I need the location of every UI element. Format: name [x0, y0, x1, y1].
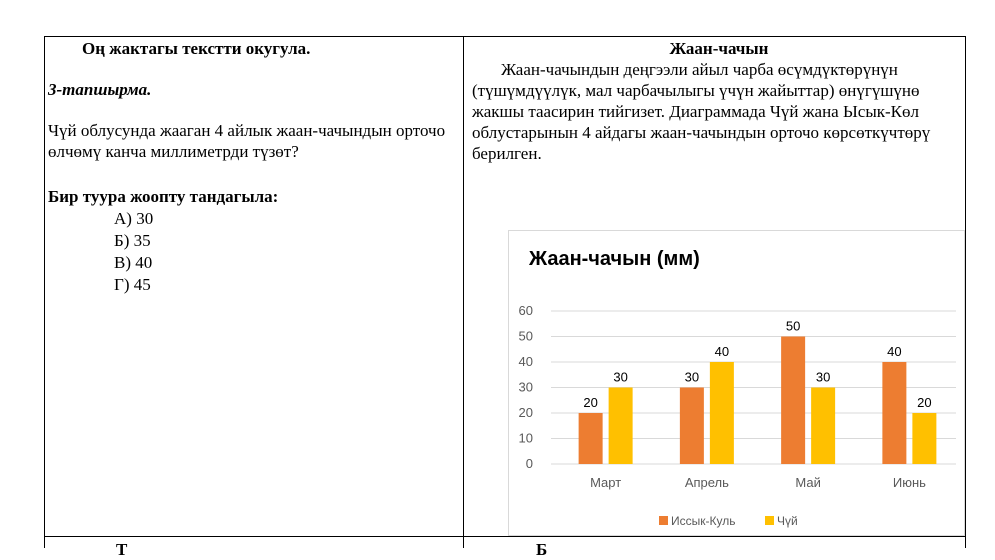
y-tick-label: 60: [519, 303, 533, 318]
bar-1-3: [912, 413, 937, 464]
x-tick-label: Апрель: [685, 475, 729, 490]
option-c[interactable]: В) 40: [114, 253, 153, 272]
y-tick-label: 20: [519, 405, 533, 420]
legend-swatch: [659, 516, 668, 525]
y-tick-label: 50: [519, 329, 533, 344]
bar-0-1: [679, 387, 704, 464]
data-label: 50: [786, 319, 800, 334]
left-title: Оң жактагы текстти окугула.: [82, 39, 311, 58]
y-tick-label: 0: [526, 456, 533, 471]
option-d[interactable]: Г) 45: [114, 275, 151, 294]
chart-bars: [578, 336, 937, 464]
column-divider: [463, 36, 464, 548]
bar-1-0: [608, 387, 633, 464]
bar-0-2: [781, 336, 806, 464]
right-title: Жаан-чачын: [669, 39, 769, 58]
chart-data-labels: 20 30 30 40 50 30 40 20: [583, 319, 931, 411]
passage-text: Жаан-чачындын деңгээли айыл чарба өсүмдү…: [472, 60, 931, 163]
x-tick-label: Март: [590, 475, 621, 490]
question-text: Чүй облусунда жааган 4 айлык жаан-чачынд…: [48, 121, 446, 161]
y-tick-label: 30: [519, 380, 533, 395]
data-label: 40: [887, 344, 901, 359]
chart-legend: Иссык-Куль Чүй: [659, 514, 798, 528]
y-axis-ticks: 0 10 20 30 40 50 60: [519, 303, 533, 471]
chart-title: Жаан-чачын (мм): [528, 248, 700, 270]
x-tick-label: Июнь: [893, 475, 926, 490]
instruction-text: Бир туура жоопту тандагыла:: [48, 187, 279, 206]
y-tick-label: 40: [519, 354, 533, 369]
bar-1-1: [709, 362, 734, 464]
legend-label: Иссык-Куль: [671, 514, 735, 528]
answer-options: А) 30 Б) 35 В) 40 Г) 45: [114, 208, 153, 296]
bottom-right-heading-fragment: Б: [536, 540, 548, 559]
x-tick-label: Май: [795, 475, 820, 490]
option-a[interactable]: А) 30: [114, 209, 154, 228]
data-label: 30: [816, 370, 830, 385]
data-label: 20: [583, 395, 597, 410]
option-b[interactable]: Б) 35: [114, 231, 151, 250]
data-label: 20: [917, 395, 931, 410]
chart-container: Жаан-чачын (мм) 0 10 20 30 40 50 60 20 30 30 40 50…: [508, 230, 965, 536]
task-label: 3-тапшырма.: [48, 80, 152, 99]
data-label: 30: [613, 370, 627, 385]
y-tick-label: 10: [519, 431, 533, 446]
bottom-left-heading-fragment: Т: [116, 540, 128, 559]
row-divider: [44, 536, 966, 537]
x-axis-ticks: Март Апрель Май Июнь: [590, 475, 926, 490]
bar-0-3: [882, 362, 907, 464]
legend-swatch: [765, 516, 774, 525]
legend-label: Чүй: [777, 514, 798, 528]
bar-0-0: [578, 413, 603, 464]
bar-1-2: [811, 387, 836, 464]
data-label: 30: [685, 370, 699, 385]
data-label: 40: [715, 344, 729, 359]
bar-chart: Жаан-чачын (мм) 0 10 20 30 40 50 60 20 30 30 40 50…: [519, 248, 956, 528]
table-frame: [44, 36, 966, 548]
